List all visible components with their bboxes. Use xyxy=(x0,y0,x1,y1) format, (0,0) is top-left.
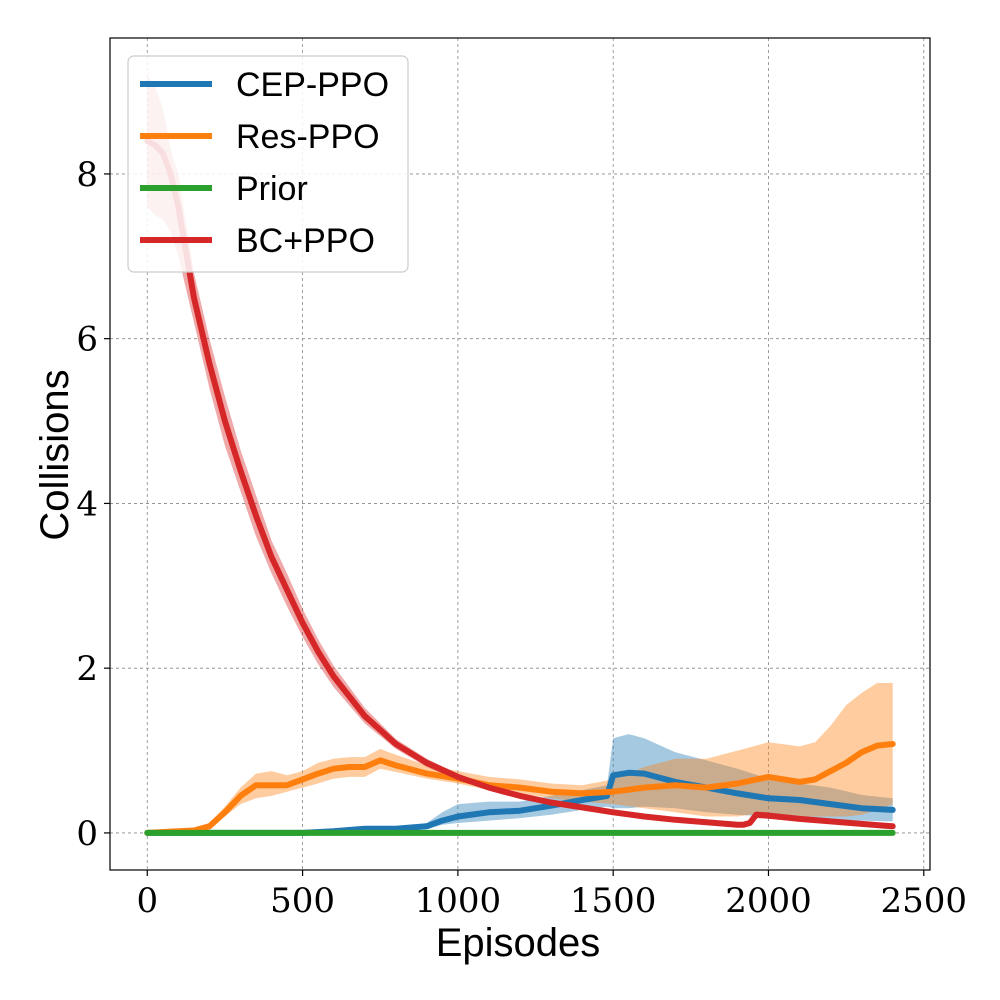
y-tick-label: 8 xyxy=(76,155,98,195)
cep-ppo-legend-label: CEP-PPO xyxy=(236,66,389,104)
y-tick-label: 4 xyxy=(76,484,98,524)
x-tick-label: 1000 xyxy=(415,881,502,921)
prior-legend-label: Prior xyxy=(236,170,308,208)
res-ppo-legend-label: Res-PPO xyxy=(236,118,380,156)
axis-ticks: 0 500 1000 1500 2000 2500 0 2 4 6 8 xyxy=(76,155,967,921)
res-ppo-band xyxy=(147,683,893,833)
x-tick-label: 500 xyxy=(270,881,335,921)
series-lines xyxy=(144,138,896,836)
x-tick-label: 0 xyxy=(136,881,158,921)
x-axis-title: Episodes xyxy=(436,921,601,965)
y-tick-label: 6 xyxy=(76,320,98,360)
cep-ppo-line xyxy=(144,769,896,836)
legend-box xyxy=(127,55,409,273)
y-tick-label: 0 xyxy=(76,814,98,854)
legend: CEP-PPO Res-PPO Prior BC+PPO xyxy=(127,55,409,273)
x-tick-label: 2000 xyxy=(725,881,812,921)
bc-ppo-line xyxy=(144,138,896,830)
bc-ppo-legend-label: BC+PPO xyxy=(236,222,375,260)
plot-frame xyxy=(109,37,931,871)
x-tick-label: 1500 xyxy=(570,881,657,921)
cep-ppo-band xyxy=(147,734,893,833)
confidence-bands xyxy=(147,75,893,833)
x-tick-label: 2500 xyxy=(881,881,968,921)
y-axis-title: Collisions xyxy=(33,369,77,540)
y-tick-label: 2 xyxy=(76,649,98,689)
